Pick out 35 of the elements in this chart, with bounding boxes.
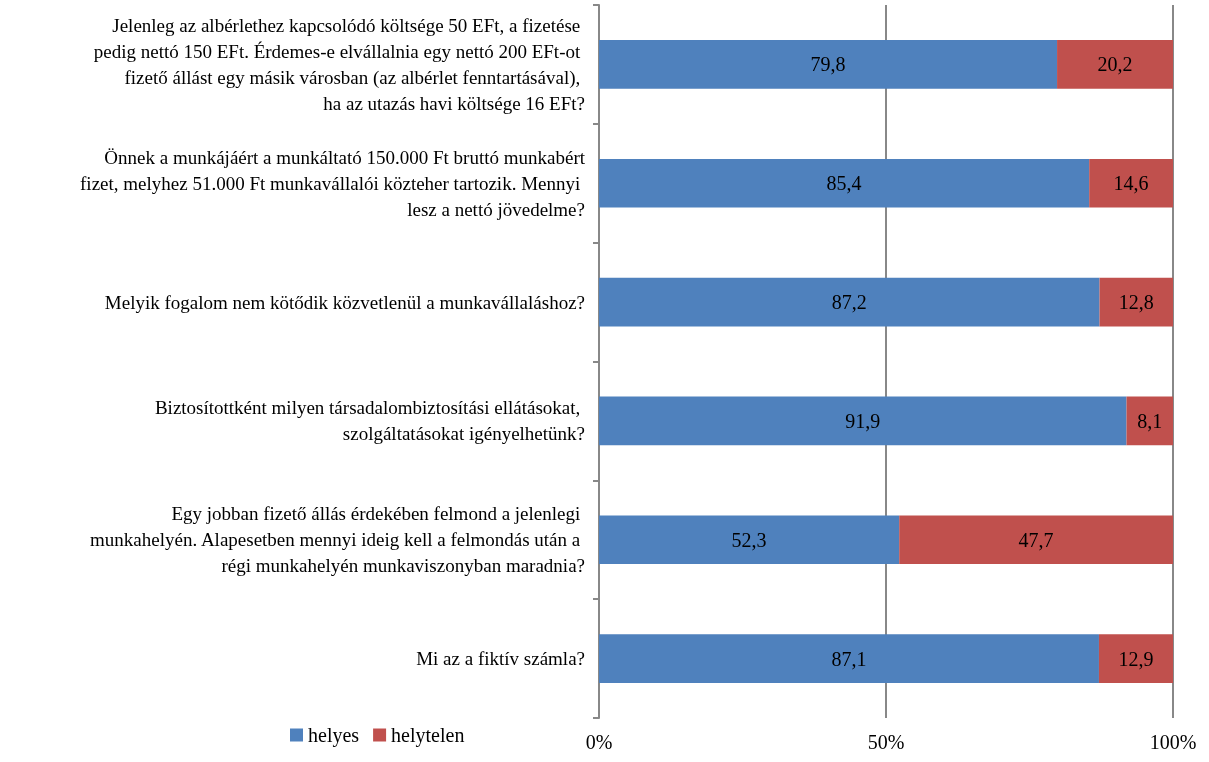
data-label: 20,2 [1097, 53, 1133, 76]
y-tick-label: Melyik fogalom nem kötődik közvetlenül a munkavállaláshoz? [104, 291, 585, 313]
bar [1089, 158, 1173, 208]
data-label: 79,8 [810, 53, 846, 76]
data-label: 8,1 [1137, 409, 1163, 432]
y-tick-label: Egy jobban fizető állás érdekében felmond a jelenlegi munkahelyén. Alapesetben mennyi ideig kell a felmondás után a régi munkahelyén munkaviszonyban maradnia? [90, 503, 585, 577]
bar [599, 158, 1090, 208]
x-tick-label: 50% [867, 731, 905, 753]
bar [599, 40, 1058, 89]
x-tick-label: 100% [1149, 731, 1197, 753]
bar [1098, 634, 1173, 683]
data-label: 91,9 [845, 409, 881, 432]
data-label: 87,1 [831, 647, 867, 670]
y-tick-label: Jelenleg az albérlethez kapcsolódó költsége 50 EFt, a fizetése pedig nettó 150 EFt. Érdemes-e elvállalnia egy nettó 200 EFt-ot fizető állást egy másik városban (az albérlet fenntartásával), ha az utazás havi költsége 16 EFt? [93, 14, 585, 114]
bar [1099, 277, 1173, 327]
bar [599, 396, 1127, 446]
data-label: 14,6 [1113, 172, 1149, 195]
y-tick-label: Mi az a fiktív számla? [416, 648, 585, 670]
legend-label: helyes [308, 724, 360, 747]
y-tick-label: Biztosítottként milyen társadalombiztosítási ellátásokat, szolgáltatásokat igényelhetünk? [154, 397, 585, 445]
bar [1126, 396, 1173, 446]
data-label: 52,3 [731, 528, 767, 551]
bar [899, 515, 1173, 565]
bar [1057, 40, 1173, 89]
bar [599, 634, 1099, 683]
x-tick-label: 0% [585, 731, 613, 753]
data-label: 47,7 [1018, 528, 1054, 551]
data-label: 87,2 [831, 291, 867, 314]
legend-label: helytelen [391, 724, 465, 747]
bar [599, 277, 1100, 327]
data-label: 12,8 [1118, 291, 1154, 314]
bar [599, 515, 900, 565]
data-label: 12,9 [1118, 647, 1154, 670]
y-tick-label: Önnek a munkájáért a munkáltató 150.000 Ft bruttó munkabért fizet, melyhez 51.000 Ft munkavállalói közteher tartozik. Mennyi lesz a nettó jövedelme? [75, 146, 586, 220]
data-label: 85,4 [826, 172, 862, 195]
